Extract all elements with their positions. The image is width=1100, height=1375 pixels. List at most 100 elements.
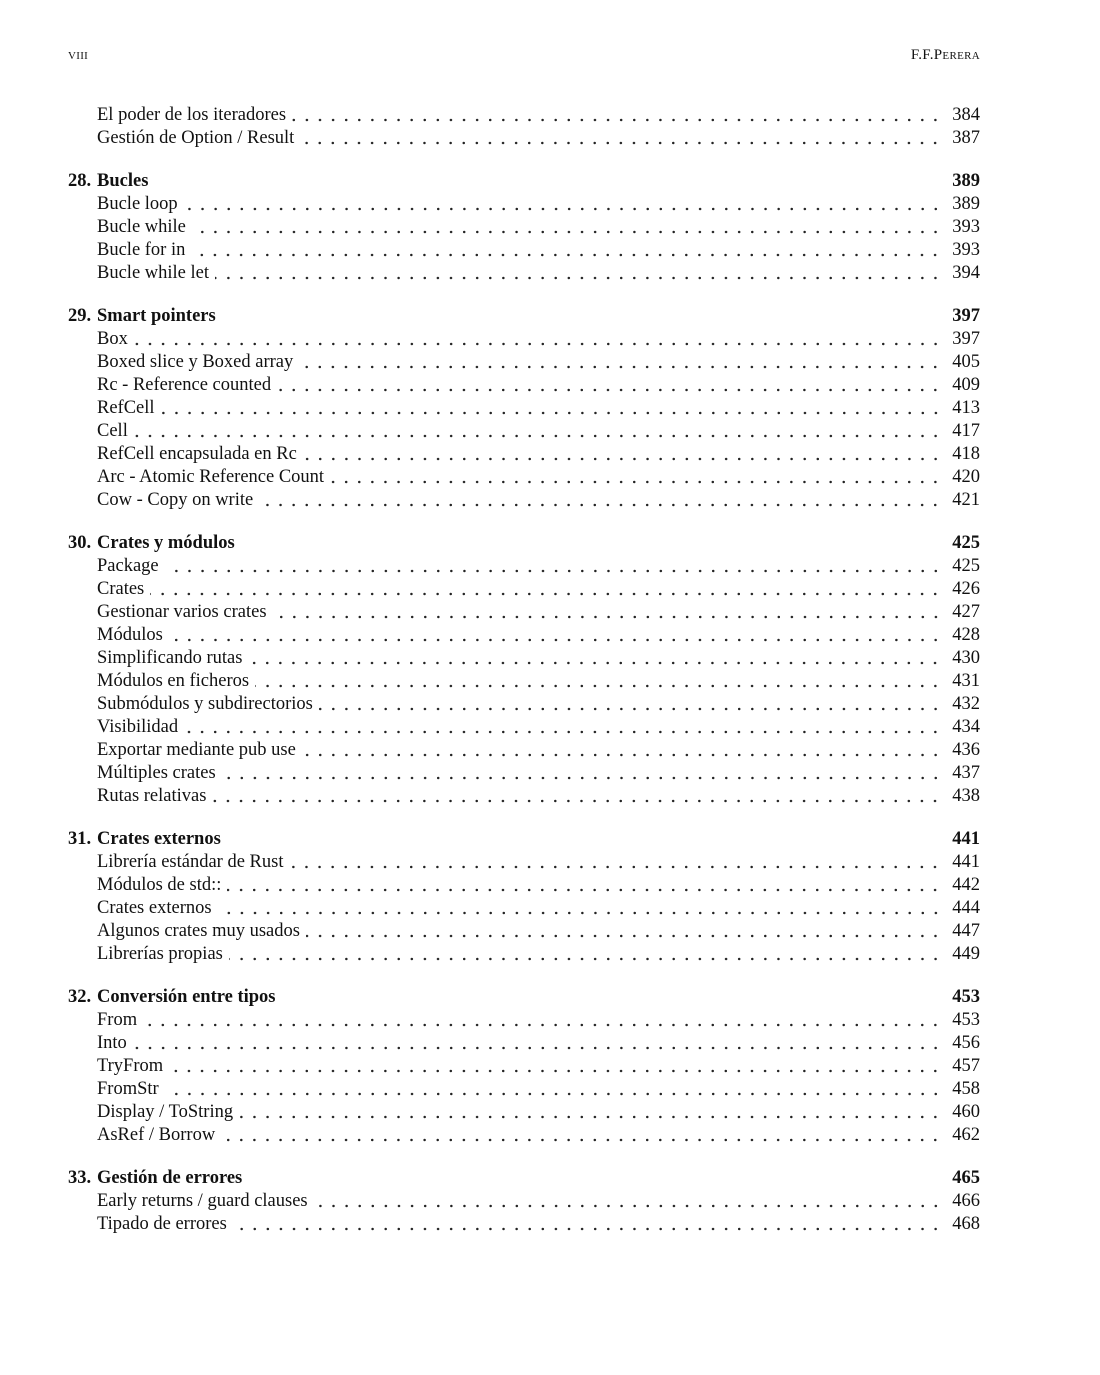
section-entry[interactable]: Módulos 428 — [68, 624, 980, 647]
section-title: Módulos — [97, 625, 163, 645]
section-entry[interactable]: Rutas relativas 438 — [68, 785, 980, 808]
section-title: Bucle for in — [97, 240, 186, 260]
section-entry[interactable]: Arc - Atomic Reference Count 420 — [68, 466, 980, 489]
section-page: 426 — [952, 579, 980, 599]
section-page: 431 — [952, 671, 980, 691]
chapter-entry[interactable]: 32. Conversión entre tipos 453 — [68, 986, 980, 1009]
section-page: 427 — [952, 602, 980, 622]
section-page: 430 — [952, 648, 980, 668]
chapter-entry[interactable]: 31. Crates externos 441 — [68, 828, 980, 851]
section-entry[interactable]: Bucle while let 394 — [68, 262, 980, 285]
section-page: 393 — [952, 240, 980, 260]
section-entry[interactable]: Exportar mediante pub use 436 — [68, 739, 980, 762]
section-entry[interactable]: Box 397 — [68, 328, 980, 351]
section-entry[interactable]: Package 425 — [68, 555, 980, 578]
section-entry[interactable]: FromStr 458 — [68, 1078, 980, 1101]
section-title: Rutas relativas — [97, 786, 207, 806]
section-entry[interactable]: Gestión de Option / Result 387 — [68, 127, 980, 150]
section-entry[interactable]: Gestionar varios crates 427 — [68, 601, 980, 624]
section-entry[interactable]: Múltiples crates 437 — [68, 762, 980, 785]
section-page: 456 — [952, 1033, 980, 1053]
dot-leader — [183, 207, 942, 211]
section-page: 444 — [952, 898, 980, 918]
section-entry[interactable]: RefCell encapsulada en Rc 418 — [68, 443, 980, 466]
section-entry[interactable]: From 453 — [68, 1009, 980, 1032]
dot-leader — [302, 457, 942, 461]
section-entry[interactable]: Display / ToString 460 — [68, 1101, 980, 1124]
chapter-title: Smart pointers — [97, 306, 216, 326]
section-entry[interactable]: Módulos de std:: 442 — [68, 874, 980, 897]
chapter-entry[interactable]: 33. Gestión de errores 465 — [68, 1167, 980, 1190]
section-entry[interactable]: Cell 417 — [68, 420, 980, 443]
dot-leader — [301, 753, 942, 757]
chapter-page: 465 — [952, 1168, 980, 1188]
section-title: Arc - Atomic Reference Count — [97, 467, 325, 487]
page-number-header: viii — [68, 47, 89, 63]
dot-leader — [150, 592, 942, 596]
section-page: 397 — [952, 329, 980, 349]
section-page: 420 — [952, 467, 980, 487]
section-entry[interactable]: Cow - Copy on write 421 — [68, 489, 980, 512]
section-page: 432 — [952, 694, 980, 714]
dot-leader — [160, 411, 942, 415]
chapter-entry[interactable]: 28. Bucles 389 — [68, 170, 980, 193]
section-entry[interactable]: Tipado de errores 468 — [68, 1213, 980, 1236]
section-entry[interactable]: AsRef / Borrow 462 — [68, 1124, 980, 1147]
chapter-entry[interactable]: 30. Crates y módulos 425 — [68, 532, 980, 555]
section-title: Exportar mediante pub use — [97, 740, 296, 760]
section-entry[interactable]: Librerías propias 449 — [68, 943, 980, 966]
section-entry[interactable]: Crates externos 444 — [68, 897, 980, 920]
section-title: Módulos en ficheros — [97, 671, 250, 691]
section-page: 466 — [952, 1191, 980, 1211]
section-entry[interactable]: Algunos crates muy usados 447 — [68, 920, 980, 943]
chapter-number: 33. — [68, 1168, 92, 1188]
section-entry[interactable]: El poder de los iteradores 384 — [68, 104, 980, 127]
section-page: 462 — [952, 1125, 980, 1145]
dot-leader — [330, 480, 942, 484]
section-entry[interactable]: Módulos en ficheros 431 — [68, 670, 980, 693]
section-title: Display / ToString — [97, 1102, 234, 1122]
section-page: 458 — [952, 1079, 980, 1099]
section-entry[interactable]: Early returns / guard clauses 466 — [68, 1190, 980, 1213]
section-page: 428 — [952, 625, 980, 645]
section-entry[interactable]: Bucle while 393 — [68, 216, 980, 239]
dot-leader — [272, 615, 942, 619]
section-entry[interactable]: RefCell 413 — [68, 397, 980, 420]
section-entry[interactable]: Bucle loop 389 — [68, 193, 980, 216]
dot-leader — [289, 865, 942, 869]
section-title: Visibilidad — [97, 717, 179, 737]
section-title: Cell — [97, 421, 128, 441]
dot-leader — [299, 365, 942, 369]
section-entry[interactable]: Bucle for in 393 — [68, 239, 980, 262]
section-entry[interactable]: TryFrom 457 — [68, 1055, 980, 1078]
section-title: Bucle while — [97, 217, 186, 237]
section-title: Crates — [97, 579, 145, 599]
dot-leader — [239, 1115, 942, 1119]
chapter-title: Crates y módulos — [97, 533, 235, 553]
section-entry[interactable]: Submódulos y subdirectorios 432 — [68, 693, 980, 716]
section-page: 457 — [952, 1056, 980, 1076]
section-entry[interactable]: Boxed slice y Boxed array 405 — [68, 351, 980, 374]
chapter-number: 28. — [68, 171, 92, 191]
dot-leader — [221, 776, 942, 780]
section-entry[interactable]: Crates 426 — [68, 578, 980, 601]
dot-leader — [212, 799, 942, 803]
section-entry[interactable]: Simplificando rutas 430 — [68, 647, 980, 670]
section-page: 418 — [952, 444, 980, 464]
section-page: 437 — [952, 763, 980, 783]
dot-leader — [259, 503, 942, 507]
section-title: From — [97, 1010, 138, 1030]
dot-leader — [133, 342, 942, 346]
chapter-entry[interactable]: 29. Smart pointers 397 — [68, 305, 980, 328]
chapter-page: 425 — [952, 533, 980, 553]
section-entry[interactable]: Librería estándar de Rust 441 — [68, 851, 980, 874]
section-page: 394 — [952, 263, 980, 283]
chapter-page: 389 — [952, 171, 980, 191]
section-entry[interactable]: Rc - Reference counted 409 — [68, 374, 980, 397]
section-title: Tipado de errores — [97, 1214, 227, 1234]
section-entry[interactable]: Into 456 — [68, 1032, 980, 1055]
section-title: RefCell encapsulada en Rc — [97, 444, 297, 464]
section-page: 405 — [952, 352, 980, 372]
section-title: FromStr — [97, 1079, 159, 1099]
section-entry[interactable]: Visibilidad 434 — [68, 716, 980, 739]
